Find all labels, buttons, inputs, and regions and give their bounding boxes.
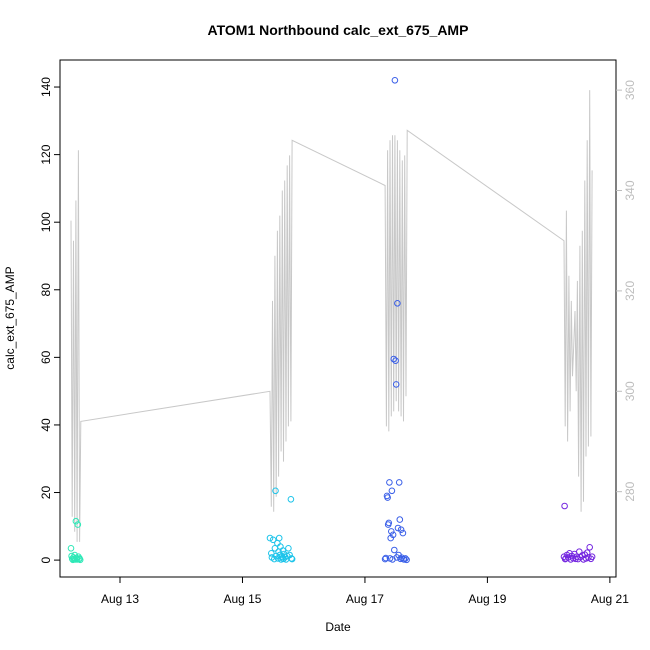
scatter-point [275, 534, 283, 542]
scatter-point [76, 556, 84, 564]
scatter-point [287, 496, 295, 503]
y-tick-label: 20 [39, 486, 53, 500]
plot-frame [59, 59, 617, 578]
x-tick-label: Aug 21 [591, 592, 629, 606]
scatter-point [268, 550, 275, 557]
y-tick-label: 80 [39, 283, 53, 297]
y-tick-label: 100 [39, 212, 53, 232]
y-tick-label: 40 [39, 418, 53, 432]
chart-title: ATOM1 Northbound calc_ext_675_AMP [208, 22, 469, 38]
scatter-point [576, 548, 583, 556]
scatter-point [269, 536, 277, 544]
scatter-point [561, 502, 568, 510]
scatter-point [586, 544, 594, 551]
scatter-point [397, 555, 404, 563]
y-axis-label: calc_ext_675_AMP [3, 266, 17, 369]
scatter-point [391, 546, 398, 554]
x-tick-label: Aug 15 [223, 592, 261, 606]
y-tick-label: 120 [39, 144, 53, 164]
scatter-point [396, 516, 404, 523]
x-axis-label: Date [325, 620, 351, 634]
x-tick-label: Aug 17 [346, 592, 384, 606]
scatter-point [392, 381, 400, 388]
scatter-point [392, 357, 399, 365]
scatter-point [72, 517, 80, 525]
scatter-point [389, 531, 397, 539]
scatter-point [288, 555, 296, 563]
y2-tick-label: 280 [623, 481, 637, 501]
trace-line-layer [70, 90, 593, 542]
scatter-point [583, 549, 591, 557]
y-tick-label: 140 [39, 77, 53, 97]
scatter-point [74, 521, 82, 528]
x-tick-label: Aug 19 [468, 592, 506, 606]
scatter-point [395, 479, 403, 486]
scatter-point [391, 77, 399, 84]
scatter-point [388, 487, 396, 495]
scatter-point [382, 554, 390, 562]
scatter-point [394, 300, 401, 307]
scatter-point [386, 479, 393, 486]
y2-tick-label: 320 [623, 281, 637, 301]
scatter-point [402, 555, 409, 562]
trace-line [70, 90, 593, 542]
y2-tick-label: 340 [623, 180, 637, 200]
scatter-point [381, 555, 389, 563]
scatter-point [390, 355, 398, 363]
y-tick-label: 60 [39, 350, 53, 364]
secondary-y-axis: 280 300 320 340 360 [616, 80, 637, 502]
scatter-point [385, 519, 393, 527]
scatter-point [67, 545, 75, 552]
scatter-point [279, 547, 287, 554]
scatter-point [397, 526, 405, 534]
scatter-point [272, 487, 279, 495]
x-axis: Aug 13 Aug 15 Aug 17 Aug 19 Aug 21 [101, 577, 629, 606]
scatter-point [384, 494, 391, 501]
scatter-point [400, 556, 408, 563]
y-tick-label: 0 [39, 556, 53, 563]
scatter-layer [67, 77, 596, 564]
scatter-point [403, 556, 410, 564]
y-axis: 0 20 40 60 80 100 120 140 [39, 77, 60, 563]
x-tick-label: Aug 13 [101, 592, 139, 606]
scatter-point [399, 529, 407, 537]
scatter-point [588, 553, 596, 561]
scatter-point [388, 528, 395, 535]
scatter-point [288, 555, 295, 562]
y2-tick-label: 360 [623, 80, 637, 100]
scatter-point [285, 545, 292, 552]
y2-tick-label: 300 [623, 381, 637, 401]
